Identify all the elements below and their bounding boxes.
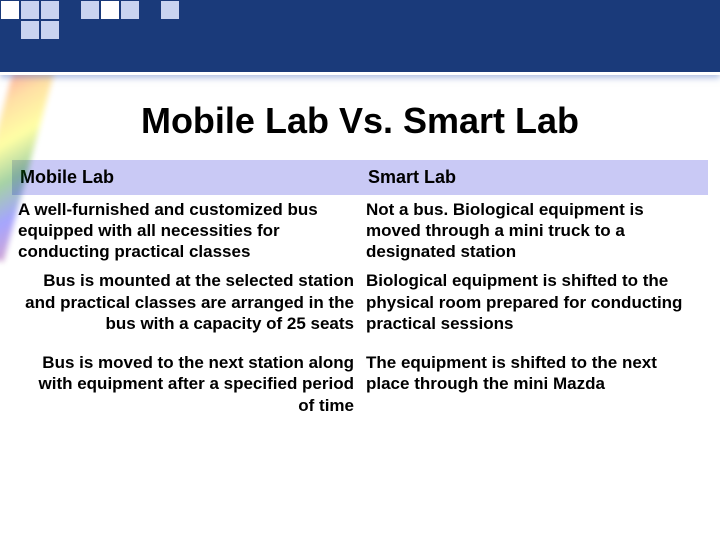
comparison-table: Mobile Lab Smart Lab A well-furnished an… — [12, 160, 708, 420]
cell-mobile-1: A well-furnished and customized bus equi… — [12, 195, 360, 267]
cell-smart-3: The equipment is shifted to the next pla… — [360, 348, 708, 420]
cell-mobile-3: Bus is moved to the next station along w… — [12, 348, 360, 420]
decorative-squares — [0, 0, 180, 40]
table-header-row: Mobile Lab Smart Lab — [12, 160, 708, 195]
table-row: Bus is moved to the next station along w… — [12, 348, 708, 420]
table-row: A well-furnished and customized bus equi… — [12, 195, 708, 267]
header-smart-lab: Smart Lab — [360, 160, 708, 195]
cell-smart-1: Not a bus. Biological equipment is moved… — [360, 195, 708, 267]
cell-smart-2: Biological equipment is shifted to the p… — [360, 266, 708, 338]
row-gap — [12, 338, 708, 348]
table-row: Bus is mounted at the selected station a… — [12, 266, 708, 338]
cell-mobile-2: Bus is mounted at the selected station a… — [12, 266, 360, 338]
header-mobile-lab: Mobile Lab — [12, 160, 360, 195]
page-title: Mobile Lab Vs. Smart Lab — [0, 100, 720, 142]
top-banner — [0, 0, 720, 75]
